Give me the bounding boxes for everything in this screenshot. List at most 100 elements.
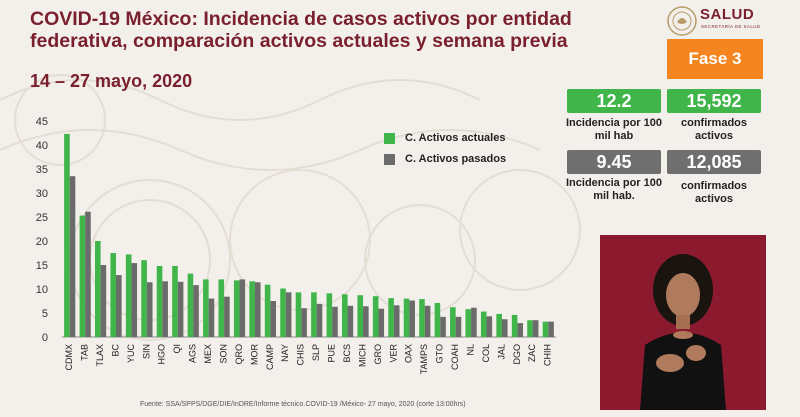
x-tick-label: CHIS: [296, 344, 306, 366]
bar-previous: [393, 305, 400, 337]
bar-previous: [224, 296, 230, 337]
bar-current: [233, 280, 240, 337]
bar-current: [141, 260, 147, 337]
y-tick-label: 10: [36, 284, 48, 296]
legend-current: C. Activos actuales: [384, 132, 505, 144]
x-tick-label: GRO: [373, 344, 383, 365]
x-tick-label: CAMP: [265, 344, 275, 370]
bar-previous: [162, 281, 168, 337]
bar-previous: [301, 308, 307, 337]
bar-current: [79, 215, 86, 337]
bar-previous: [100, 265, 107, 337]
bar-current: [341, 294, 348, 337]
bar-current: [187, 273, 194, 337]
bar-previous: [146, 282, 153, 337]
bar-current: [465, 309, 472, 337]
x-tick-label: QRO: [234, 344, 244, 365]
y-tick-label: 15: [36, 260, 48, 272]
x-tick-label: HGO: [157, 344, 167, 365]
bar-current: [218, 279, 225, 337]
x-tick-label: BCS: [342, 344, 352, 363]
bar-current: [496, 313, 502, 337]
bar-current: [280, 288, 286, 337]
bar-current: [264, 284, 271, 337]
x-tick-label: TAMPS: [419, 344, 429, 374]
x-tick-label: CDMX: [64, 344, 74, 371]
bar-current: [311, 292, 317, 337]
previous-incidence-value: 9.45: [567, 150, 661, 174]
bar-current: [110, 253, 117, 337]
bar-current: [64, 133, 70, 337]
bar-previous: [285, 292, 292, 337]
previous-confirmed-label: confirmados activos: [680, 180, 747, 205]
x-tick-label: QI: [172, 344, 182, 354]
bar-previous: [347, 305, 354, 337]
bar-previous: [378, 308, 385, 337]
bar-previous: [116, 275, 122, 337]
bar-previous: [471, 307, 477, 337]
x-tick-label: OAX: [404, 344, 414, 363]
x-tick-label: COAH: [450, 344, 460, 370]
bar-previous: [208, 298, 215, 337]
source-note: Fuente: SSA/SPPS/DGE/DIE/InDRE/Informe t…: [140, 401, 466, 408]
bar-current: [419, 299, 425, 337]
legend-current-swatch: [384, 132, 395, 144]
x-tick-label: MOR: [249, 344, 259, 365]
y-tick-label: 45: [36, 116, 48, 128]
bar-previous: [69, 176, 76, 337]
sign-language-interpreter-video: [600, 235, 766, 410]
phase-badge: Fase 3: [667, 39, 763, 79]
bar-previous: [332, 306, 338, 337]
bar-current: [403, 298, 410, 337]
logo-subtext: SECRETARÍA DE SALUD: [701, 24, 761, 29]
bar-current: [357, 295, 364, 337]
bar-current: [156, 265, 163, 337]
x-tick-label: MICH: [357, 344, 367, 367]
legend-previous-label: C. Activos pasados: [405, 153, 507, 165]
x-tick-label: SIN: [141, 344, 151, 359]
x-tick-label: SON: [218, 344, 228, 364]
bar-previous: [131, 263, 138, 337]
bar-current: [125, 254, 132, 337]
x-tick-label: SLP: [311, 344, 321, 361]
y-tick-label: 5: [42, 308, 48, 320]
bar-current: [295, 292, 302, 337]
bar-current: [326, 293, 333, 337]
y-tick-label: 35: [36, 164, 48, 176]
x-tick-label: AGS: [188, 344, 198, 363]
bar-previous: [409, 300, 415, 337]
y-tick-label: 30: [36, 188, 48, 200]
x-tick-label: DGO: [512, 344, 522, 365]
x-tick-label: VER: [388, 344, 398, 363]
y-tick-label: 20: [36, 236, 48, 248]
bar-previous: [501, 319, 508, 337]
x-tick-label: PUE: [327, 344, 337, 363]
bar-current: [434, 302, 441, 337]
bar-previous: [424, 305, 431, 337]
bar-current: [94, 241, 101, 337]
title-line-1: COVID-19 México: Incidencia de casos act…: [30, 8, 572, 30]
government-seal-icon: [667, 6, 697, 36]
bar-previous: [486, 316, 493, 337]
bar-current: [450, 307, 456, 337]
date-range: 14 – 27 mayo, 2020: [30, 71, 193, 91]
x-tick-label: YUC: [126, 344, 136, 364]
bar-current: [249, 281, 255, 337]
x-tick-label: MEX: [203, 344, 213, 364]
current-incidence-label: Incidencia por 100 mil hab: [566, 117, 662, 142]
bar-previous: [532, 320, 539, 337]
bar-current: [372, 296, 379, 337]
bar-current: [203, 279, 209, 337]
chart-title: COVID-19 México: Incidencia de casos act…: [30, 8, 620, 52]
x-tick-label: TLAX: [95, 344, 105, 367]
x-tick-label: CHIH: [543, 344, 553, 366]
bar-current: [388, 298, 394, 337]
x-tick-label: JAL: [496, 344, 506, 360]
y-tick-label: 25: [36, 212, 48, 224]
x-tick-label: BC: [110, 344, 120, 357]
bar-current: [542, 321, 549, 337]
bar-previous: [316, 303, 323, 337]
bar-current: [480, 311, 487, 337]
bar-previous: [270, 301, 277, 337]
bar-previous: [517, 323, 524, 337]
